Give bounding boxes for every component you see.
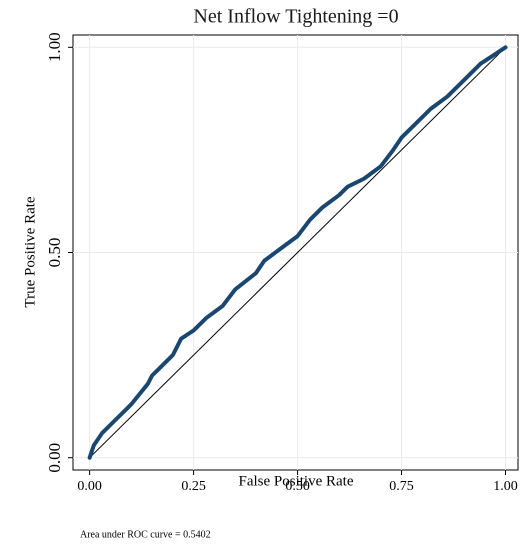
x-tick-label: 0.25: [181, 479, 206, 494]
reference-line: [89, 46, 507, 459]
chart-title: Net Inflow Tightening =0: [193, 6, 398, 28]
note: Area under ROC curve = 0.5402: [80, 529, 211, 540]
x-axis-label: False Positive Rate: [239, 473, 354, 489]
y-axis-label: True Positive Rate: [22, 196, 38, 307]
y-tick-label: 0.50: [45, 238, 64, 268]
x-tick-label: 0.00: [77, 479, 102, 494]
roc-curve: [87, 45, 508, 460]
x-tick-label: 0.75: [389, 479, 414, 494]
y-tick-label: 1.00: [45, 32, 64, 62]
x-tick-label: 1.00: [493, 479, 518, 494]
y-tick-label: 0.00: [45, 443, 64, 473]
x-tick-label: 0.50: [285, 479, 310, 494]
